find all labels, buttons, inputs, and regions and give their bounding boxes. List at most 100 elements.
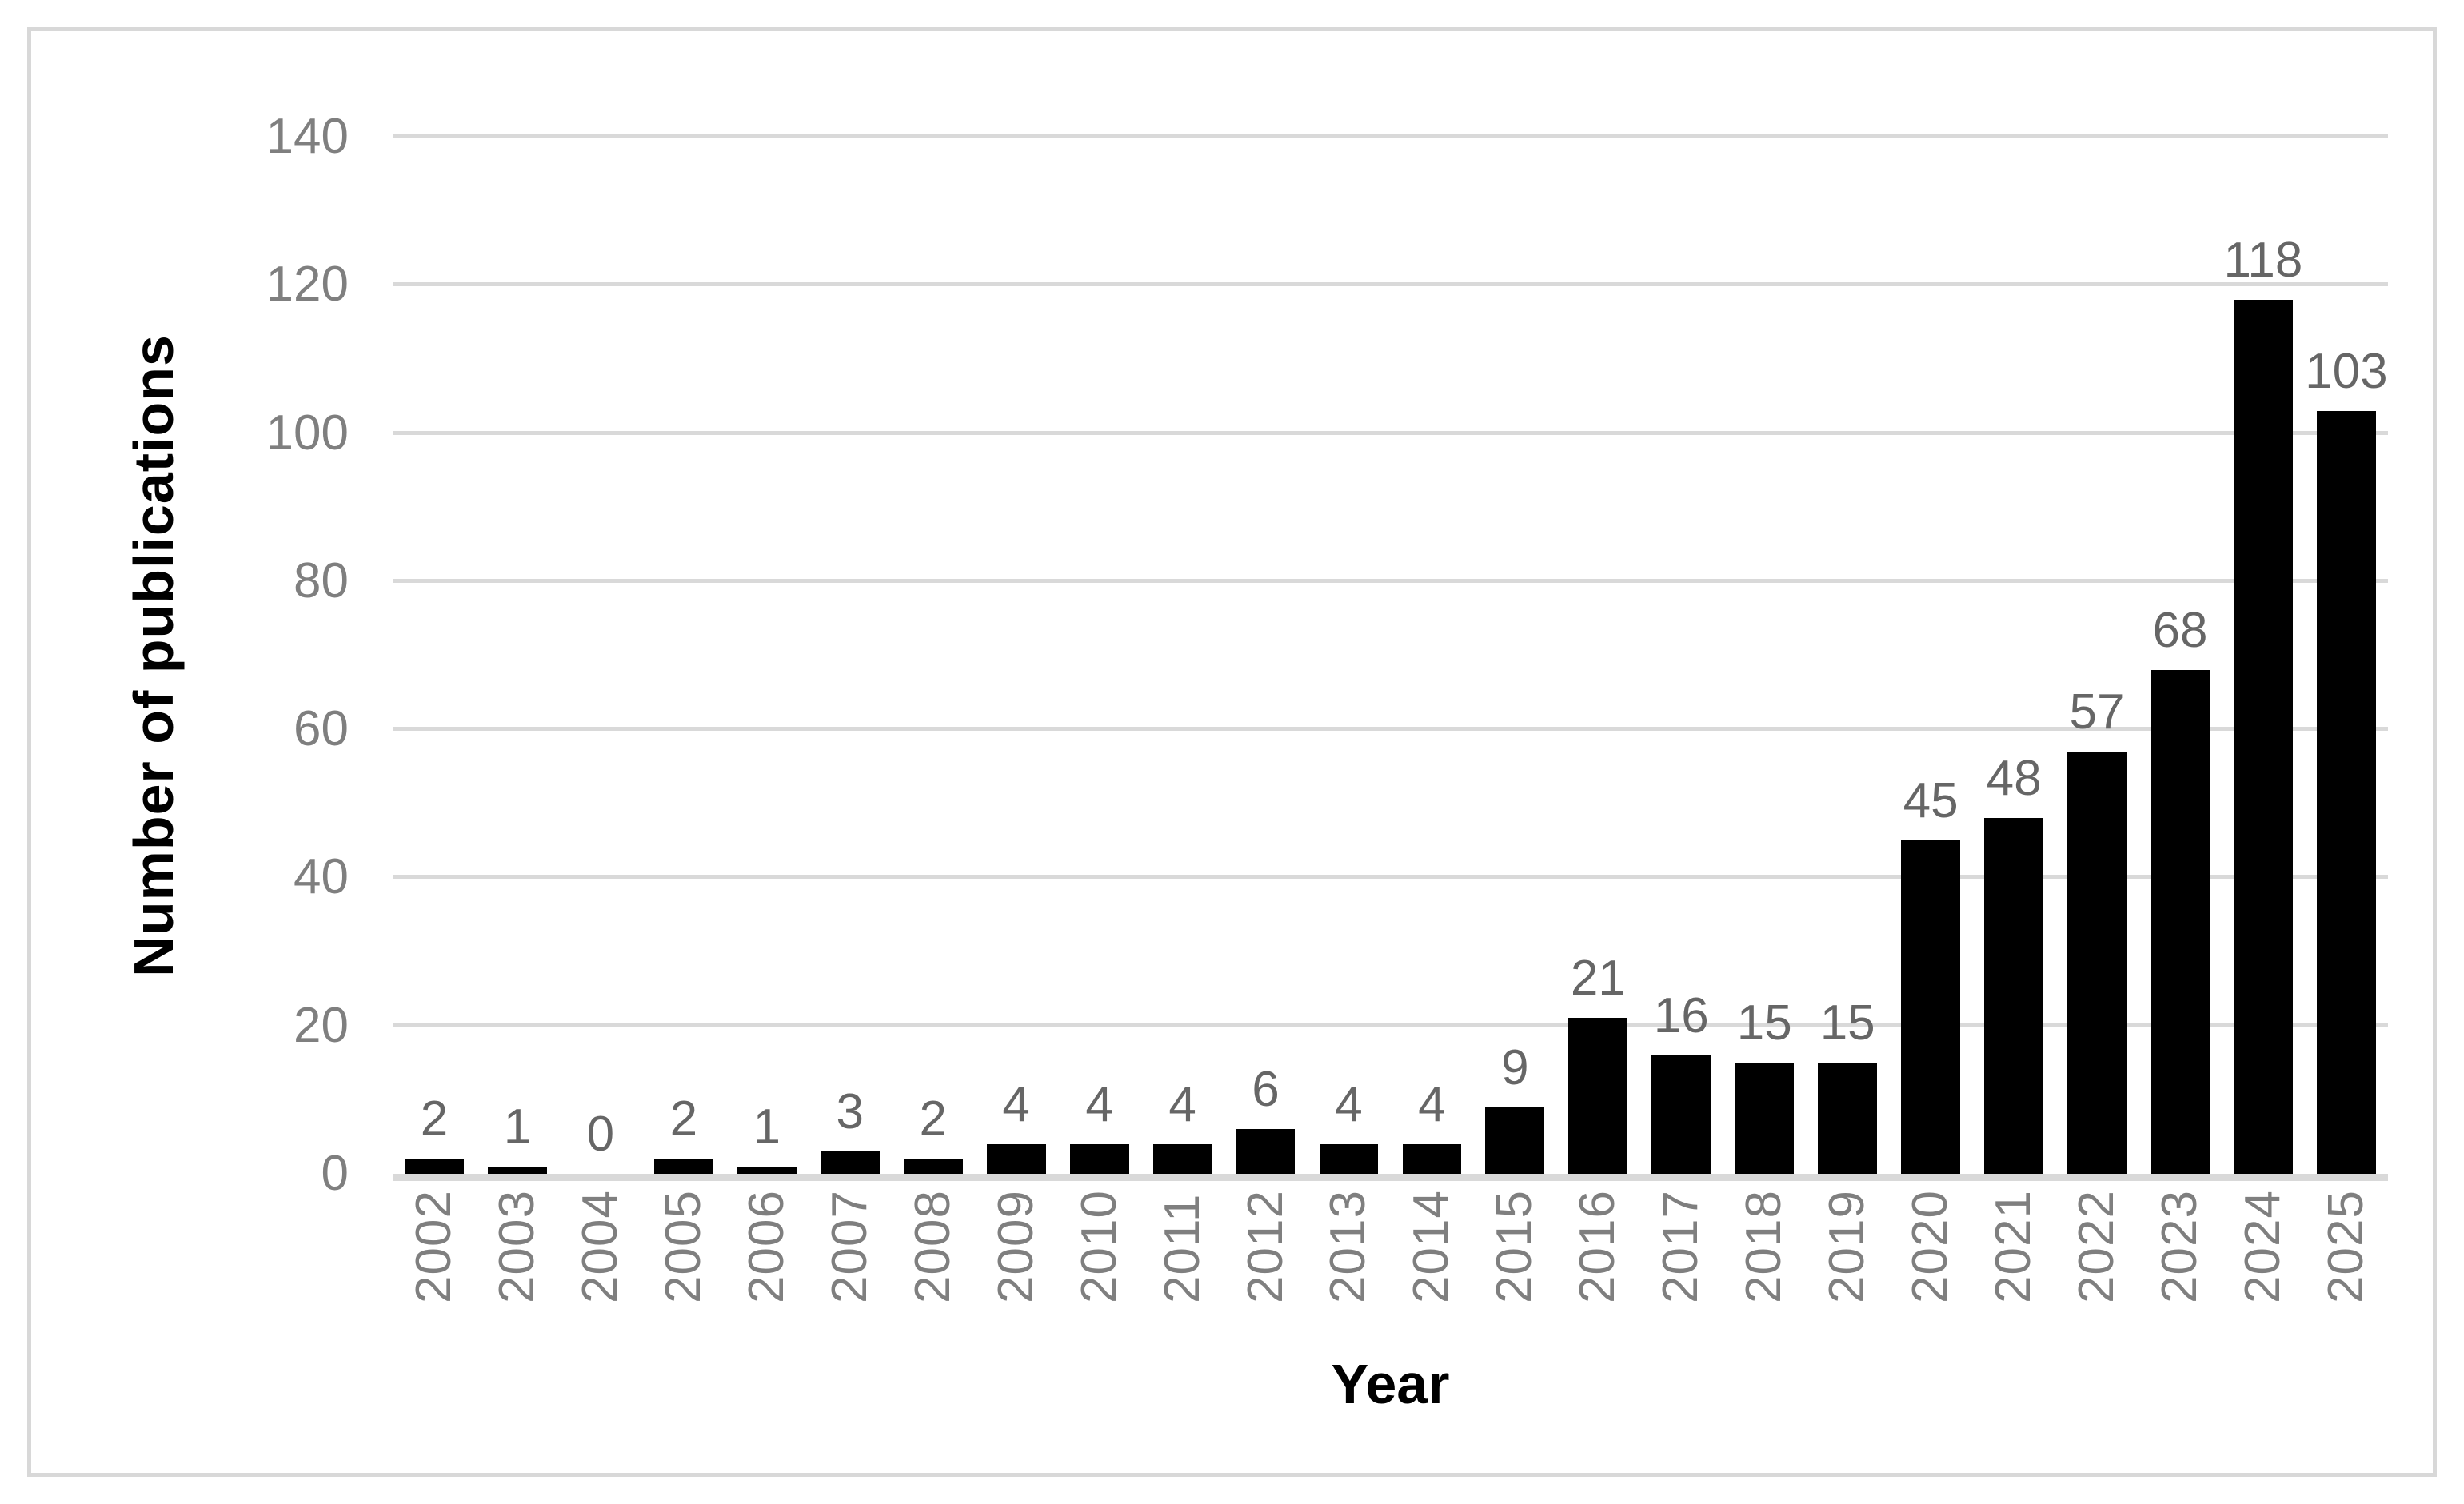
x-label-slot: 2012 <box>1224 1190 1308 1303</box>
x-axis-tick-label: 2006 <box>738 1190 794 1303</box>
bar-value-label: 4 <box>1085 1076 1113 1132</box>
x-label-slot: 2018 <box>1723 1190 1806 1303</box>
bar <box>1069 1143 1129 1174</box>
plot-area: 2 1 0 2 1 3 2 4 4 4 6 4 4 9 21 16 15 15 45 48 57 68 118 103 <box>393 134 2388 1181</box>
bar <box>653 1159 713 1174</box>
bar <box>405 1159 464 1174</box>
x-label-slot: 2021 <box>1972 1190 2055 1303</box>
x-axis-tick-label: 2002 <box>405 1190 461 1303</box>
x-label-slot: 2019 <box>1806 1190 1889 1303</box>
bar-slot: 15 <box>1806 137 1889 1174</box>
bar-value-label: 15 <box>1736 995 1792 1051</box>
bar-value-label: 68 <box>2152 603 2208 659</box>
x-axis-tick-label: 2020 <box>1903 1190 1959 1303</box>
bar-value-label: 2 <box>420 1091 449 1147</box>
bar-slot: 3 <box>809 137 892 1174</box>
x-label-slot: 2024 <box>2222 1190 2305 1303</box>
gridline <box>393 578 2388 583</box>
x-label-slot: 2014 <box>1390 1190 1473 1303</box>
x-label-slot: 2009 <box>975 1190 1058 1303</box>
bar-value-label: 4 <box>1168 1076 1196 1132</box>
bar-value-label: 21 <box>1570 951 1626 1007</box>
bar-slot: 4 <box>1307 137 1390 1174</box>
x-axis-tick-label: 2011 <box>1154 1193 1210 1303</box>
x-axis-tick-label: 2012 <box>1237 1190 1293 1303</box>
bar-value-label: 16 <box>1653 987 1709 1043</box>
y-axis-tick-label: 120 <box>266 257 349 313</box>
y-axis-tick-label: 100 <box>266 405 349 461</box>
x-label-slot: 2022 <box>2055 1190 2139 1303</box>
bar-value-label: 4 <box>1002 1076 1030 1132</box>
bar <box>2317 410 2376 1174</box>
x-label-slot: 2008 <box>892 1190 975 1303</box>
y-axis-tick-label: 20 <box>294 997 349 1053</box>
x-axis-tick-label: 2021 <box>1986 1190 2042 1303</box>
bar-slot: 9 <box>1473 137 1556 1174</box>
gridline <box>393 282 2388 287</box>
x-label-slot: 2004 <box>559 1190 642 1303</box>
bar-slot: 21 <box>1556 137 1639 1174</box>
x-axis-tick-label: 2003 <box>489 1190 545 1303</box>
bar-value-label: 1 <box>503 1099 532 1155</box>
x-label-slot: 2016 <box>1556 1190 1639 1303</box>
gridline <box>393 1023 2388 1027</box>
x-axis-tick-label: 2008 <box>905 1190 960 1303</box>
x-axis-tick-label: 2014 <box>1404 1190 1460 1303</box>
x-axis-tick-label: 2019 <box>1819 1190 1875 1303</box>
x-axis-tick-label: 2010 <box>1071 1190 1127 1303</box>
x-axis-tick-label: 2016 <box>1570 1190 1626 1303</box>
bar-slot: 68 <box>2139 137 2222 1174</box>
bar-value-label: 0 <box>586 1107 615 1162</box>
bar <box>820 1151 880 1174</box>
bar-slot: 4 <box>1058 137 1141 1174</box>
bar <box>1818 1063 1878 1174</box>
gridline <box>393 134 2388 138</box>
bar-value-label: 2 <box>669 1091 698 1147</box>
bar <box>2234 299 2293 1174</box>
bar <box>1901 840 1961 1174</box>
x-axis-tick-label: 2023 <box>2151 1190 2207 1303</box>
bar-slot: 1 <box>725 137 809 1174</box>
bar-value-label: 2 <box>919 1091 947 1147</box>
bar-slot: 45 <box>1889 137 1972 1174</box>
bar-slot: 16 <box>1639 137 1723 1174</box>
bar-slot: 0 <box>559 137 642 1174</box>
bar-slot: 2 <box>393 137 476 1174</box>
bar <box>1152 1143 1212 1174</box>
bar-value-label: 57 <box>2069 684 2125 740</box>
chart-frame: Number of publications 0 20 40 60 80 100 120 14… <box>27 27 2437 1477</box>
bar <box>903 1159 963 1174</box>
x-axis-tick-label: 2004 <box>572 1190 628 1303</box>
x-axis: 2002 2003 2004 2005 2006 2007 2008 2009 2010 2011… <box>393 1190 2388 1303</box>
x-axis-tick-label: 2022 <box>2069 1190 2125 1303</box>
gridline <box>393 430 2388 435</box>
bar-slot: 6 <box>1224 137 1308 1174</box>
bar-value-label: 118 <box>2223 232 2303 288</box>
x-label-slot: 2007 <box>809 1190 892 1303</box>
bar <box>1485 1107 1545 1174</box>
x-axis-line <box>393 1174 2388 1181</box>
gridline <box>393 875 2388 880</box>
y-axis-tick-label: 40 <box>294 849 349 905</box>
x-label-slot: 2011 <box>1141 1190 1224 1303</box>
x-axis-tick-label: 2013 <box>1320 1190 1376 1303</box>
bar-value-label: 6 <box>1252 1062 1280 1118</box>
bar <box>2067 751 2127 1174</box>
gridline <box>393 727 2388 732</box>
bar <box>1319 1143 1379 1174</box>
x-label-slot: 2015 <box>1473 1190 1556 1303</box>
bar-slot: 48 <box>1972 137 2055 1174</box>
bar-value-label: 4 <box>1418 1076 1446 1132</box>
x-axis-tick-label: 2017 <box>1653 1190 1709 1303</box>
bar-slot: 4 <box>975 137 1058 1174</box>
bar <box>1236 1129 1296 1174</box>
bar-slot: 57 <box>2055 137 2139 1174</box>
y-axis: 0 20 40 60 80 100 120 140 <box>31 112 349 1199</box>
bar <box>986 1143 1046 1174</box>
bar-slot: 118 <box>2222 137 2305 1174</box>
bar <box>1735 1063 1795 1174</box>
x-axis-tick-label: 2018 <box>1736 1190 1792 1303</box>
bar-value-label: 4 <box>1335 1076 1363 1132</box>
bar <box>2151 670 2210 1174</box>
